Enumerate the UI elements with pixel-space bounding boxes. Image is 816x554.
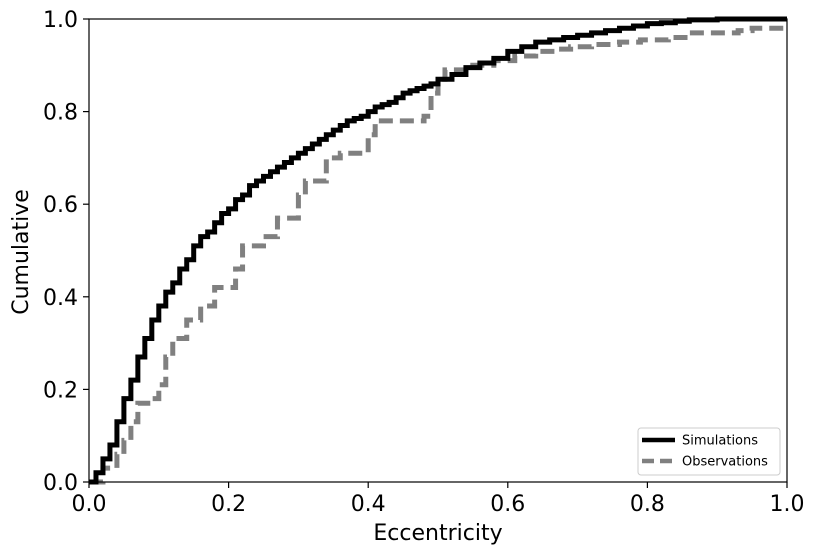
series-line-observations bbox=[89, 25, 790, 485]
legend-label-observations: Observations bbox=[682, 455, 768, 470]
y-tick-label: 0.8 bbox=[43, 101, 78, 126]
x-tick-label: 0.4 bbox=[351, 492, 386, 517]
y-tick-label: 1.0 bbox=[43, 8, 78, 33]
legend: Simulations Observations bbox=[637, 427, 781, 476]
y-tick-label: 0.4 bbox=[43, 286, 78, 311]
series-line-simulations bbox=[89, 16, 787, 485]
ticks-layer: 0.0 0.2 0.4 0.6 0.8 1.0 0.0 0.2 0.4 0.6 0.8 1.0 bbox=[43, 8, 805, 517]
plot-frame bbox=[88, 18, 788, 483]
y-tick-label: 0.0 bbox=[43, 471, 78, 496]
x-tick-label: 0.0 bbox=[72, 492, 107, 517]
x-axis-label: Eccentricity bbox=[373, 521, 502, 546]
x-tick-label: 0.6 bbox=[490, 492, 525, 517]
x-tick-label: 0.2 bbox=[211, 492, 246, 517]
y-tick-label: 0.6 bbox=[43, 193, 78, 218]
series-layer bbox=[89, 16, 790, 485]
legend-label-simulations: Simulations bbox=[682, 434, 758, 449]
x-tick-label: 0.8 bbox=[630, 492, 665, 517]
x-tick-label: 1.0 bbox=[770, 492, 805, 517]
y-tick-label: 0.2 bbox=[43, 378, 78, 403]
y-axis-label: Cumulative bbox=[9, 189, 34, 315]
